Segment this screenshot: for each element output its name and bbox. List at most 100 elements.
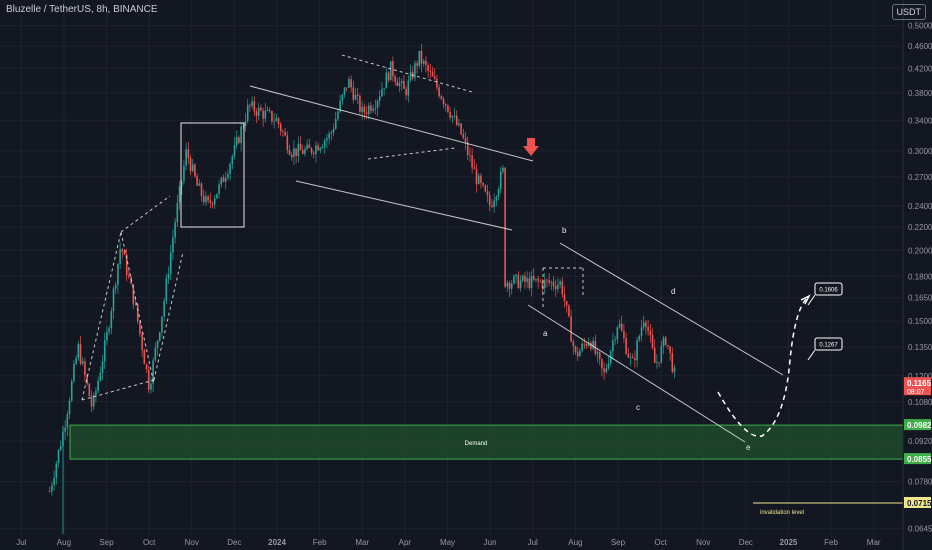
candle-body	[502, 167, 504, 172]
candle-body	[543, 279, 546, 288]
candle-body	[249, 104, 251, 106]
candle-body	[482, 182, 484, 186]
candle-body	[392, 61, 394, 77]
candle-body	[174, 222, 176, 238]
drawings: Demand invalidation level a b c d e 0.1606 0.126…	[81, 54, 903, 516]
candle-body	[451, 115, 454, 118]
x-tick-label: Jun	[484, 538, 497, 547]
candle-body	[119, 249, 121, 264]
price-axis: 0.5000 0.4600 0.4200 0.3800 0.3400 0.3000 0.27…	[902, 0, 932, 550]
y-tick-label: 0.2000	[908, 247, 932, 256]
current-price-badge	[904, 377, 931, 396]
candle-body	[449, 111, 451, 118]
candle-body	[312, 152, 315, 155]
wave-label: c	[636, 403, 640, 412]
candle-body	[200, 183, 203, 196]
candle-body	[117, 263, 119, 285]
candle-body	[416, 63, 418, 66]
y-tick-label: 0.3400	[908, 116, 932, 125]
candle-body	[147, 369, 150, 390]
candle-body	[667, 344, 669, 347]
candle-body	[253, 101, 256, 112]
candle-body	[524, 275, 526, 282]
candle-body	[132, 284, 135, 305]
candle-body	[185, 149, 187, 166]
candle-body	[207, 196, 209, 201]
candle-body	[625, 337, 627, 354]
candle-body	[653, 347, 656, 364]
y-tick-label: 0.1200	[908, 372, 932, 381]
candle-body	[429, 70, 432, 72]
target-pointer	[807, 349, 816, 361]
candle-body	[427, 65, 429, 71]
candle-body	[455, 115, 458, 126]
y-tick-label: 0.3000	[908, 147, 932, 156]
target-label: 0.1267	[819, 343, 838, 349]
candle-body	[638, 336, 641, 341]
candle-body	[403, 80, 405, 89]
currency-button[interactable]: USDT	[891, 4, 926, 20]
candle-body	[526, 278, 528, 282]
candle-body	[387, 72, 390, 81]
candle-body	[587, 342, 590, 346]
pattern-line	[153, 251, 184, 381]
y-tick-label: 0.3800	[908, 89, 932, 98]
candle-body	[348, 79, 350, 88]
candle-body	[442, 98, 445, 104]
candle-body	[293, 148, 295, 158]
candle-body	[559, 281, 561, 285]
candle-body	[634, 358, 636, 361]
x-tick-label: Feb	[824, 538, 838, 547]
candle-body	[154, 348, 157, 361]
candle-body	[350, 79, 352, 88]
candle-body	[420, 50, 423, 64]
candle-body	[97, 380, 99, 391]
current-price-badge-text: 0.1165	[907, 379, 932, 388]
candle-body	[145, 364, 148, 370]
demand-zone	[69, 424, 904, 460]
candle-body	[136, 303, 139, 322]
projection-path	[717, 297, 808, 437]
candle-body	[596, 352, 599, 354]
candle-body	[310, 148, 313, 153]
candle-body	[196, 176, 198, 186]
candle-body	[612, 340, 614, 352]
candle-body	[554, 286, 557, 290]
y-tick-label: 0.0920	[908, 437, 932, 446]
x-tick-label: Aug	[57, 538, 71, 547]
candle-body	[372, 108, 374, 111]
candle-body	[161, 316, 163, 333]
candle-body	[513, 276, 515, 284]
x-tick-label: Nov	[696, 538, 710, 547]
candle-body	[59, 446, 62, 450]
candle-body	[77, 343, 80, 358]
candle-body	[235, 137, 238, 146]
candle-body	[51, 485, 53, 492]
candle-body	[328, 133, 330, 139]
candle-body	[508, 282, 511, 289]
candle-body	[484, 185, 487, 192]
y-tick-label: 0.2700	[908, 173, 932, 182]
candle-body	[227, 174, 229, 179]
candle-body	[183, 165, 185, 181]
candle-body	[304, 149, 306, 154]
y-tick-label: 0.4600	[908, 42, 932, 51]
candle-body	[640, 327, 643, 337]
channel-lower	[295, 180, 513, 231]
triangle-line	[367, 147, 456, 160]
candle-body	[152, 360, 154, 384]
x-tick-label: 2024	[268, 538, 286, 547]
candle-body	[574, 346, 577, 353]
pattern-line	[120, 231, 155, 385]
candle-body	[356, 94, 359, 96]
candle-body	[535, 278, 537, 280]
candle-body	[220, 177, 223, 185]
candle-body	[576, 352, 579, 357]
candle-body	[134, 303, 137, 305]
candle-body	[486, 191, 489, 196]
candle-body	[64, 428, 66, 432]
candle-body	[623, 330, 625, 338]
candle-body	[669, 346, 671, 353]
y-tick-label: 0.5000	[908, 22, 932, 31]
